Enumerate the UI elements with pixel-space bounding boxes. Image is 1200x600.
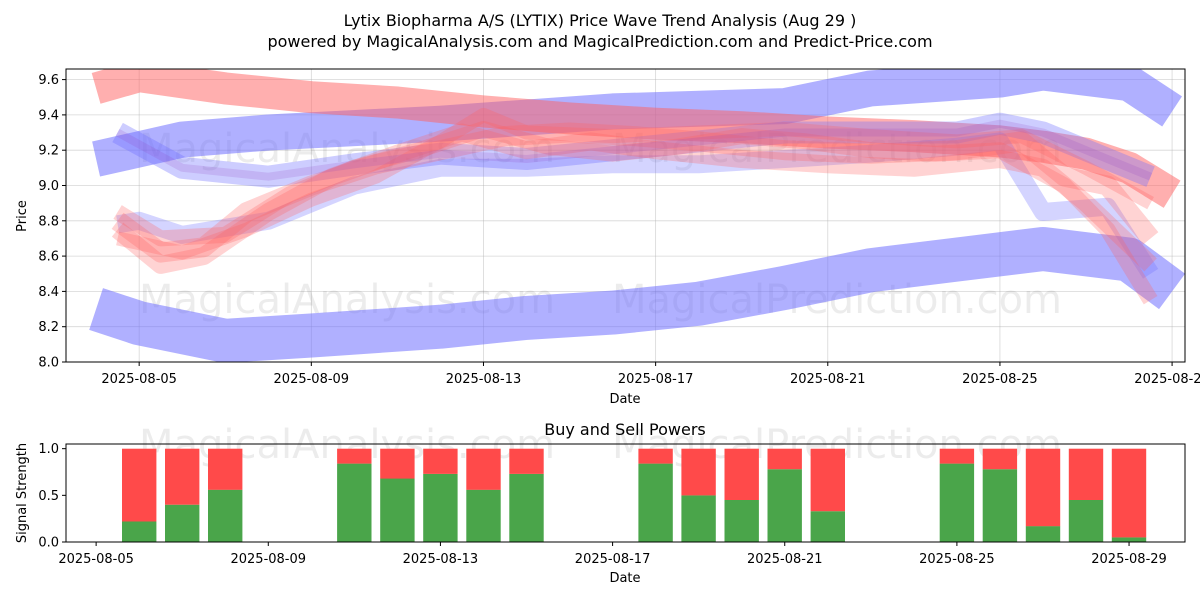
buy-power-bar <box>939 463 975 542</box>
red-wave-2 <box>111 123 1157 274</box>
power-chart-frame <box>65 443 1186 543</box>
sell-power-bar <box>208 448 243 490</box>
sell-power-bar <box>466 448 501 490</box>
power-x-tick-label: 2025-08-05 <box>58 552 134 567</box>
main-x-tick-label: 2025-08-25 <box>962 372 1038 387</box>
mid-blue-band-2 <box>116 132 1159 279</box>
sell-power-bar <box>638 448 673 464</box>
main-y-tick-label: 8.8 <box>38 214 59 229</box>
main-chart-title-line1: Lytix Biopharma A/S (LYTIX) Price Wave T… <box>344 11 857 30</box>
main-chart-bands <box>89 69 1185 362</box>
main-y-tick-label: 9.4 <box>38 108 59 123</box>
red-wave-4 <box>116 107 1154 260</box>
power-x-tick-label: 2025-08-29 <box>1091 552 1167 567</box>
power-x-tick-label: 2025-08-21 <box>747 552 823 567</box>
power-chart-title: Buy and Sell Powers <box>544 420 706 439</box>
buy-power-bar <box>337 463 372 542</box>
sell-power-bar <box>982 448 1018 470</box>
main-chart-frame <box>65 68 1186 363</box>
power-y-tick-label: 0.5 <box>38 489 59 504</box>
main-chart-y-label: Price <box>15 200 30 232</box>
buy-power-bar <box>767 469 802 542</box>
sell-power-bar <box>1025 448 1061 527</box>
power-chart-x-axis: 2025-08-05 2025-08-09 2025-08-13 2025-08-17… <box>58 542 1167 567</box>
main-x-tick-label: 2025-08-17 <box>618 372 694 387</box>
buy-power-bar <box>1111 537 1147 542</box>
buy-power-bar <box>638 463 673 542</box>
sell-power-bar <box>122 448 157 522</box>
power-chart-y-axis: 0.0 0.5 1.0 <box>38 442 66 551</box>
main-y-tick-label: 9.2 <box>38 144 59 159</box>
main-y-tick-label: 9.6 <box>38 73 59 88</box>
power-chart-bars <box>122 448 1147 542</box>
buy-power-bar <box>208 489 243 542</box>
power-y-tick-label: 0.0 <box>38 536 59 551</box>
buy-power-bar <box>466 489 501 542</box>
main-y-tick-label: 8.6 <box>38 250 59 265</box>
main-chart-y-axis: 8.0 8.2 8.4 8.6 8.8 9.0 9.2 9.4 9.6 <box>38 73 66 371</box>
main-y-tick-label: 8.0 <box>38 356 59 371</box>
buy-power-bar <box>724 500 759 542</box>
main-x-tick-label: 2025-08-21 <box>790 372 866 387</box>
sell-power-bar <box>165 448 200 505</box>
purple-overlap-band <box>115 119 1153 181</box>
power-x-tick-label: 2025-08-25 <box>919 552 995 567</box>
power-x-tick-label: 2025-08-09 <box>230 552 306 567</box>
buy-power-bar <box>122 521 157 542</box>
main-chart-x-axis: 2025-08-05 2025-08-09 2025-08-13 2025-08-17… <box>101 362 1200 387</box>
main-chart-x-label: Date <box>609 392 640 407</box>
power-x-tick-label: 2025-08-17 <box>575 552 651 567</box>
sell-power-bar <box>724 448 759 500</box>
sell-power-bar <box>1111 448 1147 538</box>
red-wave-1 <box>111 122 1159 263</box>
buy-power-bar <box>982 469 1018 542</box>
power-x-tick-label: 2025-08-13 <box>403 552 479 567</box>
main-y-tick-label: 9.0 <box>38 179 59 194</box>
buy-power-bar <box>1025 526 1061 542</box>
upper-blue-band <box>92 69 1182 177</box>
red-wave-3 <box>113 121 1158 305</box>
sell-power-bar <box>380 448 415 479</box>
sell-power-bar <box>509 448 544 474</box>
main-x-tick-label: 2025-08-05 <box>101 372 177 387</box>
main-chart-title-line2: powered by MagicalAnalysis.com and Magic… <box>267 32 932 51</box>
sell-power-bar <box>1068 448 1104 500</box>
main-x-tick-label: 2025-08-13 <box>446 372 522 387</box>
buy-power-bar <box>810 511 845 542</box>
main-x-tick-label: 2025-08-29 <box>1134 372 1200 387</box>
power-chart-y-label: Signal Strength <box>15 443 30 543</box>
sell-power-bar <box>337 448 372 464</box>
main-x-tick-label: 2025-08-09 <box>274 372 350 387</box>
buy-power-bar <box>165 504 200 542</box>
buy-power-bar <box>423 473 458 542</box>
buy-power-bar <box>681 495 716 542</box>
buy-power-bar <box>380 478 415 542</box>
main-y-tick-label: 8.2 <box>38 320 59 335</box>
power-y-tick-label: 1.0 <box>38 442 59 457</box>
buy-power-bar <box>509 473 544 542</box>
sell-power-bar <box>767 448 802 470</box>
sell-power-bar <box>939 448 975 464</box>
sell-power-bar <box>423 448 458 474</box>
buy-power-bar <box>1068 500 1104 542</box>
main-y-tick-label: 8.4 <box>38 285 59 300</box>
sell-power-bar <box>681 448 716 496</box>
sell-power-bar <box>810 448 845 512</box>
mid-blue-band-1 <box>112 112 1155 188</box>
lower-blue-band <box>89 227 1185 362</box>
upper-red-band <box>91 69 1181 208</box>
power-chart-x-label: Date <box>609 571 640 586</box>
